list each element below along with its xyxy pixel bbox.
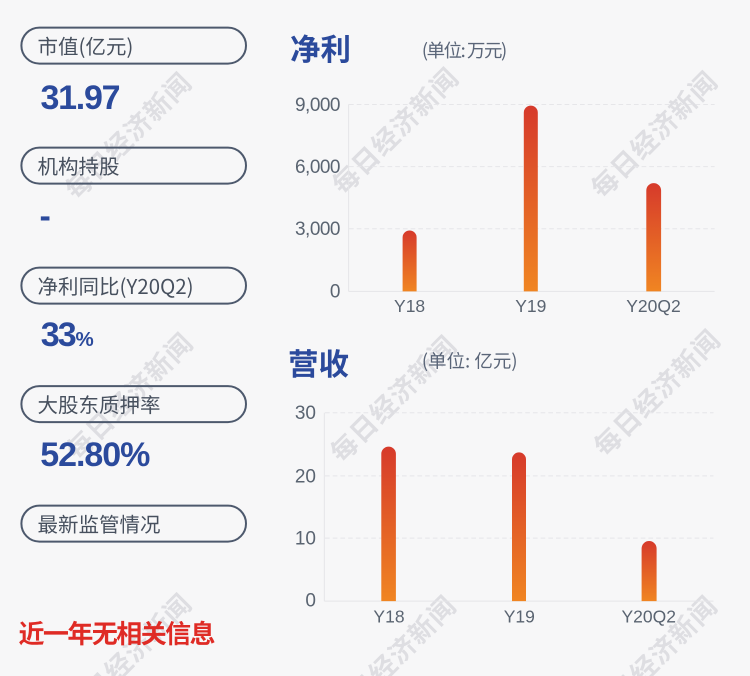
svg-text:Y18: Y18 (373, 606, 404, 626)
svg-text:10: 10 (295, 529, 316, 550)
svg-text:33: 33 (41, 316, 77, 354)
svg-text:9,000: 9,000 (295, 95, 341, 116)
svg-text:Y18: Y18 (394, 296, 425, 316)
svg-text:Y19: Y19 (504, 606, 535, 626)
svg-text:Y19: Y19 (515, 296, 546, 316)
svg-text:3,000: 3,000 (295, 219, 341, 240)
svg-text:52.80%: 52.80% (40, 436, 150, 474)
svg-text:20: 20 (295, 466, 316, 487)
svg-text:%: % (76, 328, 94, 351)
svg-text:31.97: 31.97 (41, 79, 121, 117)
svg-text:-: - (40, 198, 51, 236)
svg-text:6,000: 6,000 (295, 157, 341, 178)
svg-text:30: 30 (295, 403, 316, 424)
svg-text:0: 0 (330, 281, 341, 302)
svg-text:Y20Q2: Y20Q2 (626, 296, 680, 316)
svg-text:0: 0 (305, 591, 316, 612)
svg-text:Y20Q2: Y20Q2 (621, 606, 675, 626)
